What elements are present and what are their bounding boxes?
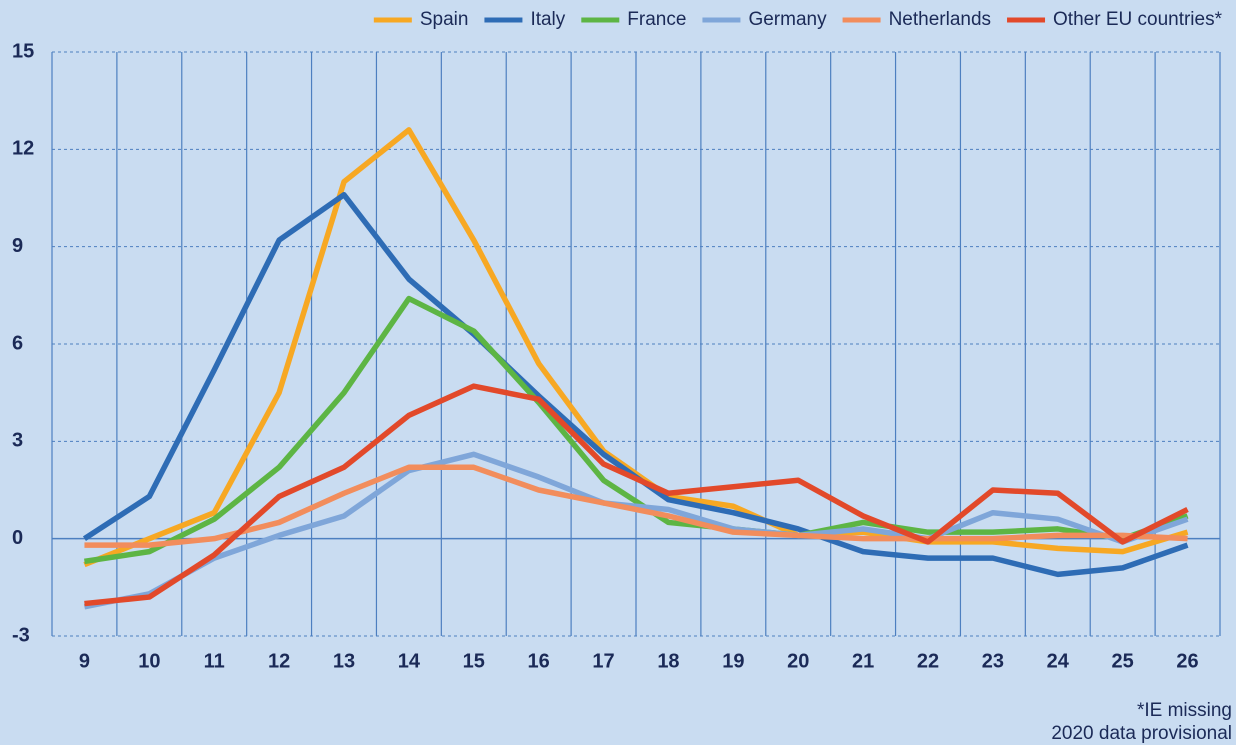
- annotation: 2020 data provisional: [1051, 723, 1232, 744]
- x-tick-label: 25: [1112, 650, 1134, 672]
- x-tick-label: 13: [333, 650, 355, 672]
- series-line: [84, 383, 1189, 607]
- y-tick-label: 12: [12, 138, 34, 160]
- x-tick-label: 14: [398, 650, 421, 672]
- x-tick-label: 21: [852, 650, 874, 672]
- legend-label: Germany: [748, 9, 827, 30]
- x-tick-label: 9: [79, 650, 90, 672]
- series-line: [84, 464, 1188, 548]
- series-line: [83, 451, 1189, 610]
- x-tick-label: 24: [1047, 650, 1070, 672]
- y-tick-label: 3: [12, 430, 23, 452]
- legend-label: Netherlands: [889, 9, 991, 30]
- legend-label: Spain: [420, 9, 469, 30]
- legend-label: France: [627, 9, 686, 30]
- y-tick-label: 15: [12, 40, 34, 62]
- y-tick-label: -3: [12, 624, 30, 646]
- x-tick-label: 23: [982, 650, 1004, 672]
- x-tick-label: 17: [592, 650, 614, 672]
- legend-label: Other EU countries*: [1053, 9, 1223, 30]
- x-tick-label: 19: [722, 650, 744, 672]
- x-tick-label: 20: [787, 650, 809, 672]
- y-tick-label: 6: [12, 332, 23, 354]
- x-tick-label: 15: [463, 650, 485, 672]
- x-tick-label: 10: [138, 650, 160, 672]
- annotation: *IE missing: [1137, 700, 1232, 721]
- x-tick-label: 16: [528, 650, 550, 672]
- x-tick-label: 11: [204, 650, 225, 672]
- x-tick-label: 26: [1176, 650, 1198, 672]
- x-tick-label: 18: [657, 650, 679, 672]
- x-tick-label: 12: [268, 650, 290, 672]
- y-tick-label: 0: [12, 527, 23, 549]
- series-line: [84, 295, 1189, 565]
- y-tick-label: 9: [12, 235, 23, 257]
- x-tick-label: 22: [917, 650, 939, 672]
- legend-label: Italy: [530, 9, 565, 30]
